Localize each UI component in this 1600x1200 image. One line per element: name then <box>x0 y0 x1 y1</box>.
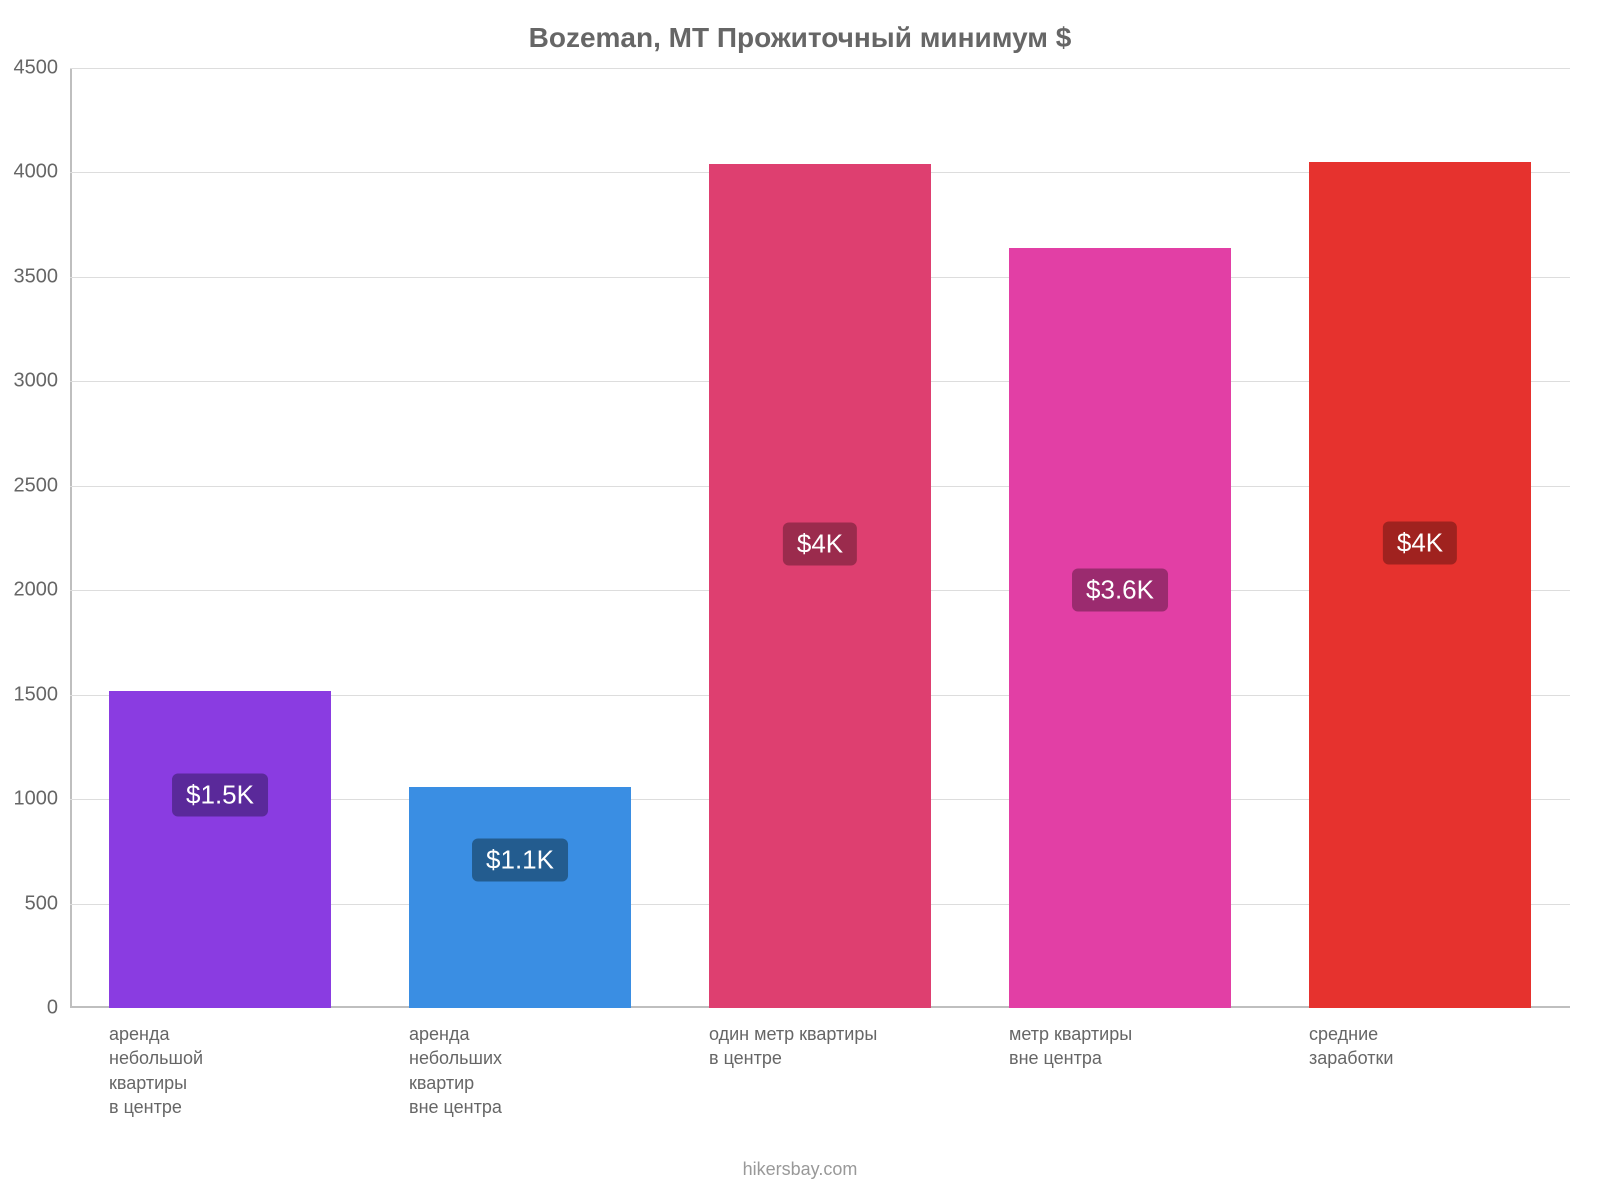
plot-area: 050010001500200025003000350040004500$1.5… <box>70 68 1570 1008</box>
x-tick-label: один метр квартиры в центре <box>709 1008 971 1071</box>
y-axis <box>70 68 72 1008</box>
y-tick-label: 4500 <box>14 57 71 80</box>
x-tick-label: метр квартиры вне центра <box>1009 1008 1271 1071</box>
y-tick-label: 1000 <box>14 788 71 811</box>
bar-value-badge: $1.5K <box>172 774 268 817</box>
bar <box>409 787 631 1008</box>
y-tick-label: 4000 <box>14 161 71 184</box>
bar <box>1309 162 1531 1008</box>
x-tick-label: аренда небольшой квартиры в центре <box>109 1008 371 1119</box>
bar-value-badge: $4K <box>1383 521 1457 564</box>
x-tick-label: средние заработки <box>1309 1008 1571 1071</box>
bar <box>1009 248 1231 1008</box>
chart-title: Bozeman, MT Прожиточный минимум $ <box>0 22 1600 54</box>
bar-value-badge: $4K <box>783 522 857 565</box>
y-tick-label: 0 <box>47 997 70 1020</box>
bar <box>709 164 931 1008</box>
y-tick-label: 2000 <box>14 579 71 602</box>
y-tick-label: 1500 <box>14 683 71 706</box>
bar-value-badge: $1.1K <box>472 838 568 881</box>
y-tick-label: 500 <box>25 892 70 915</box>
bar-value-badge: $3.6K <box>1072 568 1168 611</box>
chart-container: Bozeman, MT Прожиточный минимум $ 050010… <box>0 0 1600 1200</box>
y-tick-label: 3500 <box>14 265 71 288</box>
gridline <box>70 68 1570 69</box>
x-tick-label: аренда небольших квартир вне центра <box>409 1008 671 1119</box>
y-tick-label: 3000 <box>14 370 71 393</box>
bar <box>109 691 331 1009</box>
source-credit: hikersbay.com <box>0 1159 1600 1180</box>
y-tick-label: 2500 <box>14 474 71 497</box>
